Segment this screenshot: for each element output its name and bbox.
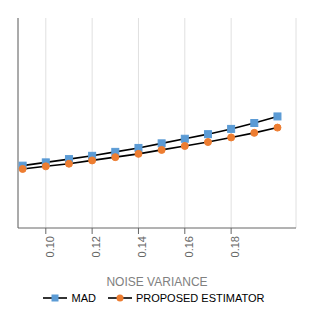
svg-text:0.14: 0.14 xyxy=(136,236,148,257)
svg-text:0.16: 0.16 xyxy=(183,236,195,257)
svg-text:0.12: 0.12 xyxy=(90,236,102,257)
svg-text:0.18: 0.18 xyxy=(229,236,241,257)
svg-text:NOISE VARIANCE: NOISE VARIANCE xyxy=(106,275,207,289)
html-text:PROPOSED ESTIMATOR: PROPOSED ESTIMATOR xyxy=(135,292,265,304)
svg-text:0.10: 0.10 xyxy=(44,236,56,257)
html-text:MAD: MAD xyxy=(71,292,96,304)
